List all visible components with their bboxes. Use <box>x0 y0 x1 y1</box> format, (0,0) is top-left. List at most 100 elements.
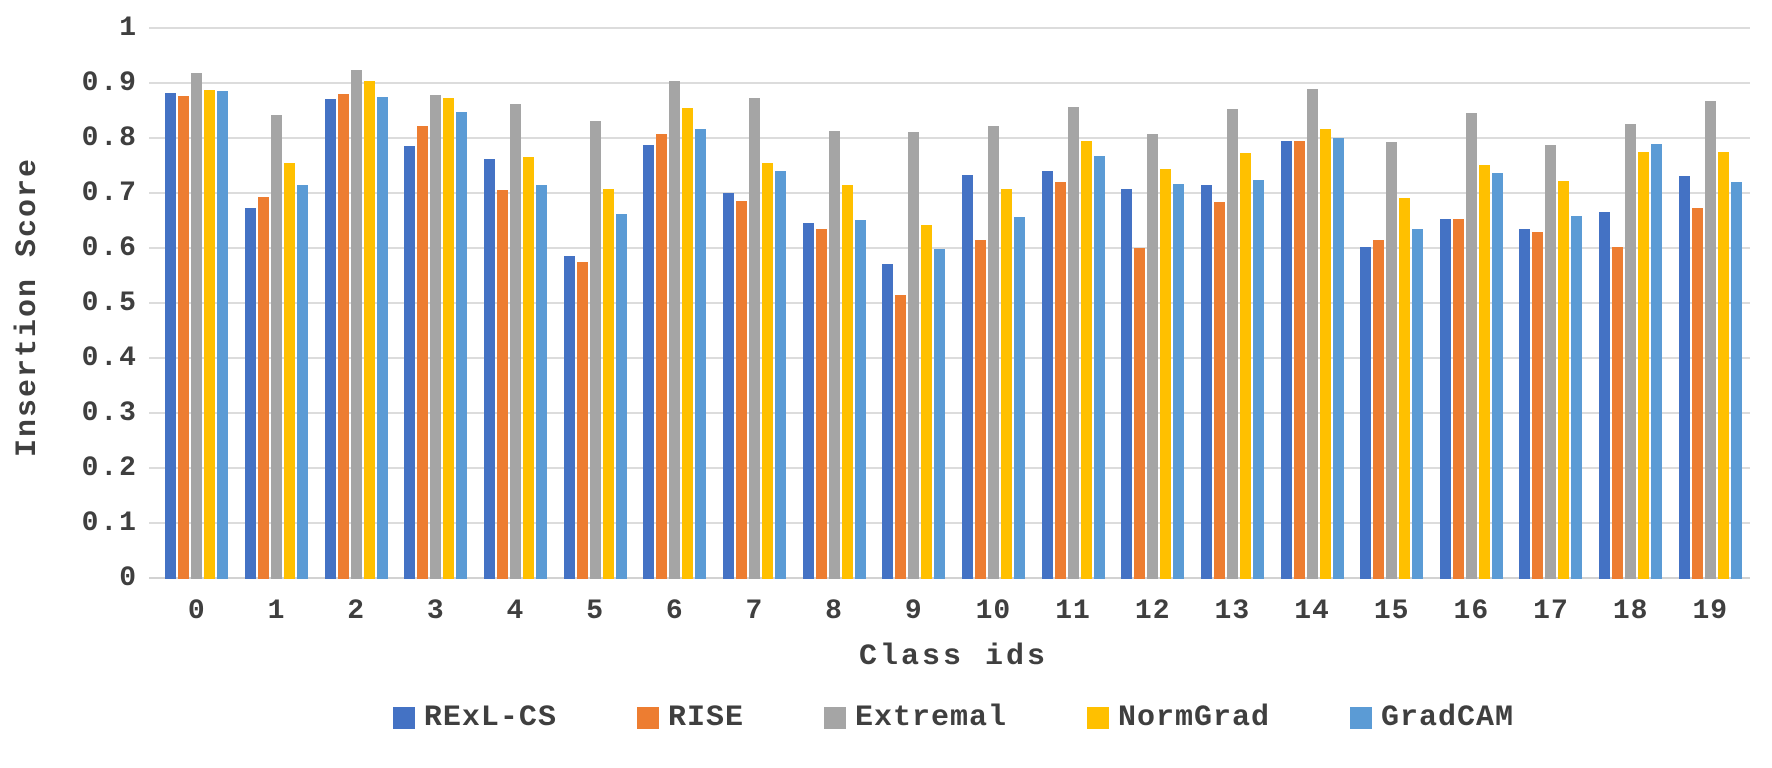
x-axis-ticks: 0 1 2 3 4 5 6 7 8 9 10 11 12 13 14 15 16 17 18 19 <box>157 596 1750 627</box>
bar-group-class-2 <box>316 29 396 579</box>
x-tick-label-6: 6 <box>665 596 684 627</box>
bar-RISE-class-0 <box>178 96 190 579</box>
x-tick-label-11: 11 <box>1055 596 1091 627</box>
bar-RExL-CS-class-14 <box>1280 140 1292 579</box>
gridline-0.9 <box>149 82 1750 84</box>
x-tick-label-19: 19 <box>1692 596 1729 627</box>
bar-Extremal-class-0 <box>191 73 203 579</box>
bar-Extremal-class-12 <box>1147 133 1159 579</box>
bar-group-class-14 <box>1272 29 1352 579</box>
bar-NormGrad-class-7 <box>761 162 773 579</box>
legend-swatch-icon-RExL-CS <box>392 707 415 729</box>
bar-RISE-class-3 <box>417 125 429 579</box>
plot-area <box>149 27 1750 579</box>
bar-GradCAM-class-7 <box>774 170 786 579</box>
legend-label-Extremal: Extremal <box>854 701 1007 735</box>
bar-GradCAM-class-2 <box>376 97 388 579</box>
bar-NormGrad-class-5 <box>602 188 614 579</box>
bar-RISE-class-2 <box>337 93 349 579</box>
x-tick-label-9: 9 <box>904 596 923 627</box>
legend-item-RExL-CS: RExL-CS <box>392 701 557 735</box>
bar-group-class-5 <box>555 29 635 579</box>
bar-group-class-4 <box>476 29 556 579</box>
bar-Extremal-class-4 <box>509 104 521 579</box>
bar-Extremal-class-9 <box>908 131 920 579</box>
x-tick-label-1: 1 <box>267 596 286 627</box>
bar-GradCAM-class-8 <box>854 220 866 579</box>
bar-RISE-class-16 <box>1452 219 1464 579</box>
bar-RISE-class-7 <box>735 201 747 579</box>
bar-GradCAM-class-15 <box>1412 228 1424 579</box>
bar-RExL-CS-class-4 <box>483 159 495 579</box>
bar-NormGrad-class-16 <box>1478 164 1490 579</box>
bar-RExL-CS-class-5 <box>563 255 575 579</box>
bar-GradCAM-class-13 <box>1252 179 1264 579</box>
bar-NormGrad-class-9 <box>921 225 933 579</box>
bar-RISE-class-10 <box>974 240 986 579</box>
bar-GradCAM-class-6 <box>695 129 707 579</box>
bar-group-class-11 <box>1033 29 1113 579</box>
bar-RExL-CS-class-16 <box>1439 219 1451 579</box>
y-tick-label-0.1: 0.1 <box>81 508 138 539</box>
bar-NormGrad-class-17 <box>1558 181 1570 579</box>
bar-RExL-CS-class-3 <box>404 146 416 579</box>
bar-RExL-CS-class-8 <box>802 222 814 579</box>
bar-RISE-class-15 <box>1373 240 1385 579</box>
legend-item-RISE: RISE <box>636 701 744 735</box>
y-tick-label-0.3: 0.3 <box>81 398 138 429</box>
legend-item-GradCAM: GradCAM <box>1350 701 1514 735</box>
bar-NormGrad-class-14 <box>1319 129 1331 579</box>
legend-label-RExL-CS: RExL-CS <box>423 701 557 735</box>
bar-RExL-CS-class-7 <box>722 192 734 579</box>
legend-label-RISE: RISE <box>667 701 744 735</box>
bar-Extremal-class-10 <box>987 125 999 579</box>
legend-swatch-icon-NormGrad <box>1087 707 1109 729</box>
bar-group-class-13 <box>1193 29 1273 579</box>
bar-RISE-class-13 <box>1213 202 1225 579</box>
bar-RExL-CS-class-17 <box>1519 229 1531 579</box>
bar-RExL-CS-class-11 <box>1041 171 1053 579</box>
x-tick-label-7: 7 <box>745 596 764 627</box>
bar-GradCAM-class-11 <box>1093 156 1105 579</box>
bar-RExL-CS-class-2 <box>324 99 336 579</box>
y-tick-label-1: 1 <box>119 13 138 44</box>
bar-group-class-10 <box>954 29 1034 579</box>
bar-RExL-CS-class-9 <box>882 264 894 579</box>
bar-group-class-0 <box>157 29 237 579</box>
bar-NormGrad-class-4 <box>522 156 534 579</box>
x-tick-label-2: 2 <box>347 596 366 627</box>
bar-groups <box>157 29 1750 579</box>
bar-Extremal-class-5 <box>589 120 601 579</box>
legend-swatch-icon-Extremal <box>823 707 846 729</box>
legend-label-GradCAM: GradCAM <box>1381 701 1515 735</box>
x-tick-label-4: 4 <box>506 596 525 627</box>
gridline-0.6 <box>149 247 1750 249</box>
gridline-0 <box>149 577 1750 579</box>
bar-RExL-CS-class-0 <box>165 93 177 579</box>
legend: RExL-CS RISE Extremal NormGrad GradCAM <box>157 701 1750 735</box>
bar-Extremal-class-15 <box>1386 141 1398 579</box>
x-tick-label-16: 16 <box>1453 596 1490 627</box>
y-tick-label-0.4: 0.4 <box>81 343 138 374</box>
bar-group-class-15 <box>1352 29 1432 579</box>
bar-NormGrad-class-15 <box>1399 198 1411 579</box>
x-tick-label-10: 10 <box>975 596 1012 627</box>
bar-RISE-class-1 <box>257 196 269 579</box>
x-tick-label-13: 13 <box>1214 596 1251 627</box>
bar-RISE-class-11 <box>1054 182 1066 579</box>
bar-RExL-CS-class-6 <box>643 145 655 579</box>
bar-RExL-CS-class-15 <box>1360 247 1372 579</box>
bar-NormGrad-class-12 <box>1160 169 1172 579</box>
bar-NormGrad-class-13 <box>1239 153 1251 579</box>
bar-GradCAM-class-0 <box>217 90 229 579</box>
gridline-0.8 <box>149 137 1750 139</box>
y-tick-label-0.7: 0.7 <box>81 178 138 209</box>
bar-GradCAM-class-16 <box>1491 172 1503 579</box>
bar-Extremal-class-6 <box>669 81 681 579</box>
bar-NormGrad-class-6 <box>682 108 694 579</box>
bar-NormGrad-class-3 <box>443 97 455 579</box>
bar-RISE-class-14 <box>1293 140 1305 579</box>
bar-Extremal-class-7 <box>748 98 760 579</box>
bar-GradCAM-class-3 <box>456 111 468 579</box>
gridline-0.7 <box>149 192 1750 194</box>
